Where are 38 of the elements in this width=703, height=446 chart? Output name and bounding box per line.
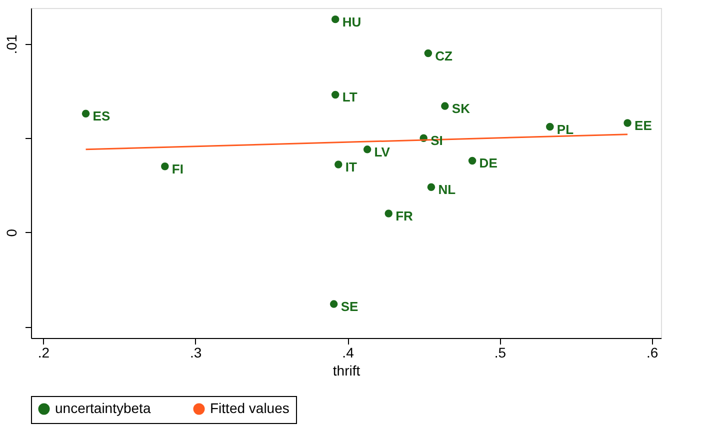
annotation: LV xyxy=(374,144,390,160)
annotation: LT xyxy=(342,90,358,105)
point xyxy=(441,102,449,110)
x-tick-label: .6 xyxy=(646,344,658,360)
point xyxy=(546,122,554,131)
point xyxy=(331,90,340,99)
point xyxy=(82,110,90,118)
x-tick-label: .4 xyxy=(342,344,354,360)
annotation: EE xyxy=(634,118,652,134)
annotation: IT xyxy=(345,160,358,175)
y-tick-label: .01 xyxy=(4,34,20,54)
annotation: DE xyxy=(479,156,498,171)
annotation: CZ xyxy=(435,48,453,64)
annotation: SK xyxy=(452,101,471,116)
x-tick-label: .2 xyxy=(38,344,50,360)
annotation: FR xyxy=(396,208,414,224)
point xyxy=(384,210,392,218)
annotation: PL xyxy=(556,122,574,137)
point xyxy=(424,49,432,58)
legend-label: Fitted values xyxy=(210,400,290,416)
y-tick-label: 0 xyxy=(4,228,20,237)
point xyxy=(363,146,372,154)
point xyxy=(161,162,169,170)
annotation: NL xyxy=(438,182,456,198)
x-tick-label: .5 xyxy=(494,344,506,360)
annotation: FI xyxy=(172,161,184,176)
point xyxy=(330,300,338,308)
legend-label: uncertaintybeta xyxy=(55,400,151,416)
annotation: SE xyxy=(340,299,358,314)
point xyxy=(427,183,436,192)
point xyxy=(331,15,340,24)
point xyxy=(624,119,632,127)
annotation: HU xyxy=(342,14,362,30)
point xyxy=(334,160,342,168)
point xyxy=(468,156,476,165)
x-axis-title: thrift xyxy=(332,362,360,378)
x-tick-label: .3 xyxy=(190,344,202,360)
annotation: ES xyxy=(92,108,110,124)
